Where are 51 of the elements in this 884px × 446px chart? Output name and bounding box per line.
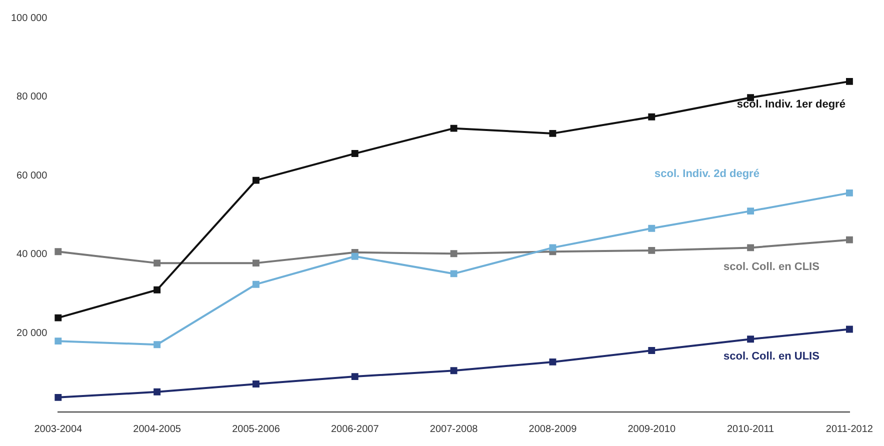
point	[846, 236, 853, 244]
x-tick-label: 2008-2009	[528, 424, 578, 435]
y-tick-label: 40 000	[16, 249, 48, 260]
point	[747, 208, 754, 215]
point	[549, 358, 556, 366]
series-label: scol. Indiv. 1er degré	[736, 98, 846, 110]
point	[252, 260, 260, 267]
point	[747, 336, 754, 343]
text: scol. Indiv. 2d degré	[654, 168, 760, 180]
point	[846, 189, 853, 196]
point	[54, 314, 62, 322]
point	[846, 326, 853, 333]
point	[54, 248, 62, 256]
point	[351, 252, 358, 260]
point	[154, 286, 161, 294]
x-tick-label: 2011-2012	[826, 424, 874, 435]
point	[154, 341, 161, 348]
point	[252, 380, 260, 388]
point	[351, 373, 358, 380]
point	[450, 367, 458, 374]
x-tick-label: 2004-2005	[133, 424, 182, 435]
point	[450, 124, 458, 132]
y-tick-label: 20 000	[16, 328, 48, 339]
x-tick-label: 2003-2004	[34, 424, 82, 435]
point	[450, 250, 458, 258]
x-tick-label: 2009-2010	[628, 424, 676, 435]
point	[648, 347, 656, 354]
x-tick-label: 2007-2008	[430, 424, 478, 435]
point	[648, 224, 656, 232]
point	[648, 246, 656, 254]
x-tick-label: 2006-2007	[330, 424, 380, 435]
point	[351, 150, 358, 158]
series-label: scol. Coll. en ULIS	[723, 350, 820, 362]
point	[846, 78, 853, 85]
point	[252, 176, 260, 184]
point	[154, 388, 161, 396]
point	[549, 244, 556, 252]
y-tick-label: 80 000	[16, 92, 48, 103]
point	[252, 280, 260, 288]
point	[154, 260, 161, 267]
y-tick-label: 100 000	[10, 12, 48, 24]
point	[54, 394, 62, 401]
y-tick-label: 60 000	[16, 170, 48, 182]
point	[747, 244, 754, 252]
point	[648, 113, 656, 120]
series-label: scol. Coll. en CLIS	[723, 260, 820, 273]
point	[54, 338, 62, 345]
x-tick-label: 2010-2011	[727, 424, 775, 435]
point	[549, 130, 556, 137]
x-tick-label: 2005-2006	[232, 424, 280, 435]
point	[450, 270, 458, 278]
